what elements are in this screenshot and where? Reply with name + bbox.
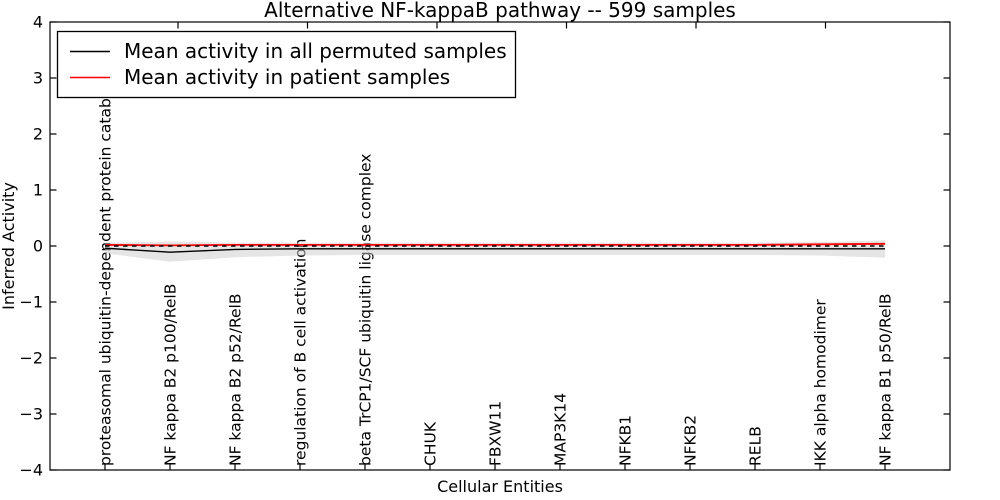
chart-title: Alternative NF-kappaB pathway -- 599 sam…: [264, 0, 736, 22]
legend-box: [56, 30, 517, 99]
legend: Mean activity in all permuted samples Me…: [56, 30, 517, 99]
x-axis-label: Cellular Entities: [437, 477, 563, 496]
entity-labels-group: proteasomal ubiquitin-dependent protein …: [96, 50, 894, 466]
ticks-layer: 4 3 2 1 0 −1 −2 −3 −4: [19, 13, 950, 480]
entity-tick-label: regulation of B cell activation: [291, 239, 309, 466]
entity-tick-label: NFKB1: [616, 415, 634, 466]
confidence-band: [105, 240, 885, 262]
entity-tick-label: FBXW11: [486, 401, 504, 466]
patient-mean-line: [104, 242, 886, 247]
entity-tick-label: NF kappa B2 p52/RelB: [226, 294, 244, 467]
entity-tick-label: CHUK: [421, 421, 439, 466]
entity-tick-label: NFKB2: [681, 415, 699, 466]
y-tick-label: −3: [19, 405, 43, 424]
entity-tick-label: NF kappa B1 p50/RelB: [876, 294, 894, 467]
y-tick-label: 0: [33, 237, 43, 256]
y-tick-label: 3: [33, 69, 43, 88]
permuted-mean-line: [104, 247, 885, 253]
data-layer: [104, 240, 886, 262]
entity-tick-label: MAP3K14: [551, 393, 569, 466]
entity-tick-label: NF kappa B2 p100/RelB: [161, 284, 179, 466]
y-tick-label: −4: [19, 461, 43, 480]
y-tick-label: 2: [33, 125, 43, 144]
y-tick-label: 1: [33, 181, 43, 200]
entity-tick-label: beta TrCP1/SCF ubiquitin ligase complex: [356, 154, 374, 466]
entity-tick-label: RELB: [746, 426, 764, 466]
y-axis-label: Inferred Activity: [0, 182, 18, 310]
y-tick-label: −1: [19, 293, 43, 312]
legend-label-patient: Mean activity in patient samples: [124, 65, 450, 89]
y-tick-label: 4: [33, 13, 43, 32]
y-tick-label: −2: [19, 349, 43, 368]
entity-tick-label: proteasomal ubiquitin-dependent protein …: [96, 50, 114, 466]
entity-tick-label: IKK alpha homodimer: [811, 299, 829, 466]
legend-label-permuted: Mean activity in all permuted samples: [124, 39, 507, 63]
